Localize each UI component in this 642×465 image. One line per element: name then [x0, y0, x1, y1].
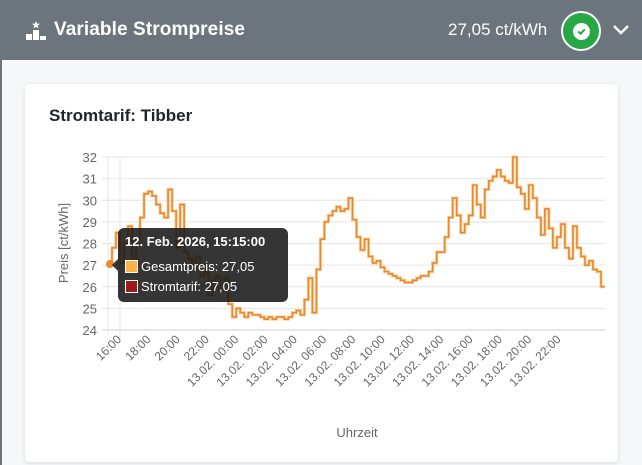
gesamtpreis-swatch [125, 260, 138, 273]
tooltip-caret [112, 259, 118, 271]
svg-text:26: 26 [83, 280, 97, 295]
stromtarif-swatch [125, 280, 138, 293]
tooltip-row-stromtarif: Stromtarif: 27,05 [125, 279, 237, 294]
check-circle-icon [572, 22, 590, 40]
svg-text:18:00: 18:00 [122, 332, 153, 363]
svg-text:25: 25 [83, 301, 97, 316]
svg-text:30: 30 [83, 193, 97, 208]
current-price: 27,05 ct/kWh [448, 20, 548, 39]
podium-star-icon [24, 20, 48, 44]
svg-text:20:00: 20:00 [152, 332, 183, 363]
tooltip-row-label: Gesamtpreis: 27,05 [141, 259, 255, 274]
widget-title: Variable Strompreise [54, 19, 246, 40]
chart-tooltip: 12. Feb. 2026, 15:15:00 Gesamtpreis: 27,… [112, 228, 288, 302]
svg-text:32: 32 [83, 150, 97, 165]
tooltip-row-gesamtpreis: Gesamtpreis: 27,05 [125, 259, 254, 274]
chevron-down-icon[interactable] [611, 22, 631, 38]
widget-header[interactable]: Variable Strompreise 27,05 ct/kWh [0, 0, 642, 60]
tooltip-title: 12. Feb. 2026, 15:15:00 [125, 234, 266, 249]
svg-text:28: 28 [83, 237, 97, 252]
sidebar-edge [0, 60, 2, 465]
svg-text:Preis [ct/kWh]: Preis [ct/kWh] [56, 203, 71, 283]
svg-text:Uhrzeit: Uhrzeit [336, 425, 378, 440]
svg-text:24: 24 [83, 323, 97, 338]
svg-text:31: 31 [83, 172, 97, 187]
svg-text:27: 27 [83, 258, 97, 273]
status-indicator [561, 11, 601, 51]
svg-text:29: 29 [83, 215, 97, 230]
tooltip-row-label: Stromtarif: 27,05 [141, 279, 238, 294]
card-title: Stromtarif: Tibber [49, 106, 193, 125]
